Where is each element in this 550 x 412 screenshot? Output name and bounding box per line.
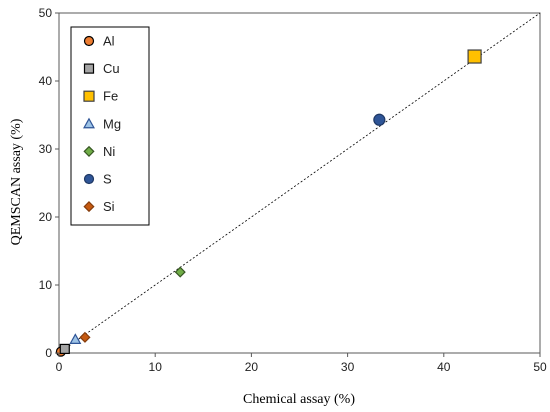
legend: Al Cu Fe Mg Ni S Si bbox=[70, 26, 150, 226]
legend-label-si: Si bbox=[103, 199, 115, 214]
x-tick-label: 50 bbox=[533, 360, 547, 374]
legend-marker-ni bbox=[83, 145, 95, 157]
legend-marker-s bbox=[83, 173, 95, 185]
legend-marker-cu bbox=[83, 63, 95, 74]
data-point-fe bbox=[467, 49, 482, 64]
legend-marker-si bbox=[83, 201, 95, 213]
y-tick-label: 40 bbox=[39, 74, 53, 88]
x-tick-label: 10 bbox=[149, 360, 163, 374]
x-tick-label: 20 bbox=[245, 360, 259, 374]
data-point-s bbox=[373, 113, 386, 126]
y-tick-label: 10 bbox=[39, 278, 53, 292]
x-tick-label: 30 bbox=[341, 360, 355, 374]
y-tick-label: 30 bbox=[39, 142, 53, 156]
data-point-mg bbox=[69, 333, 82, 344]
legend-box bbox=[70, 26, 150, 226]
legend-marker-mg bbox=[83, 117, 95, 129]
data-point-si bbox=[79, 331, 91, 343]
legend-marker-al bbox=[83, 35, 95, 47]
legend-label-mg: Mg bbox=[103, 116, 121, 131]
data-point-ni bbox=[174, 266, 186, 278]
legend-label-cu: Cu bbox=[103, 61, 120, 76]
data-point-cu bbox=[59, 343, 70, 355]
x-tick-label: 0 bbox=[56, 360, 63, 374]
x-tick-label: 40 bbox=[437, 360, 451, 374]
legend-label-ni: Ni bbox=[103, 144, 115, 159]
y-tick-label: 0 bbox=[45, 346, 52, 360]
y-axis-ticks: 0 10 20 30 40 50 bbox=[39, 6, 59, 360]
legend-marker-fe bbox=[83, 90, 95, 102]
y-axis-label: QEMSCAN assay (%) bbox=[9, 118, 24, 245]
y-tick-label: 50 bbox=[39, 6, 53, 20]
data-points bbox=[55, 49, 482, 357]
x-axis-ticks: 0 10 20 30 40 50 bbox=[56, 353, 547, 374]
x-axis-label: Chemical assay (%) bbox=[243, 392, 355, 407]
legend-label-s: S bbox=[103, 172, 112, 187]
legend-label-al: Al bbox=[103, 34, 115, 49]
legend-label-fe: Fe bbox=[103, 89, 118, 104]
y-tick-label: 20 bbox=[39, 210, 53, 224]
